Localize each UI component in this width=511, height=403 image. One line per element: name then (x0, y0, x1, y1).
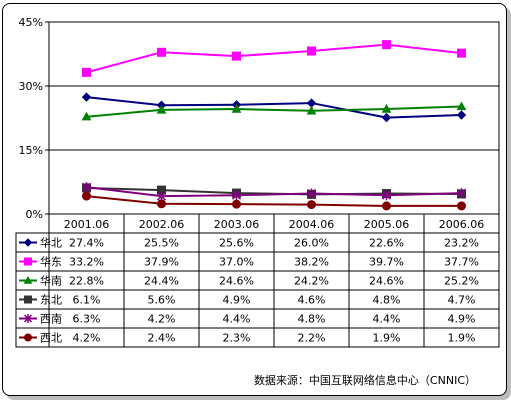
series-line (86, 186, 462, 198)
data-label: 4.7% (448, 294, 476, 307)
data-label: 23.2% (444, 237, 479, 250)
chart-frame: 0% 15% 30% 45% 2001.06 2002.06 2003.06 2004.06 2… (2, 3, 507, 396)
legend-key-marker (23, 238, 33, 247)
data-label: 2.4% (148, 332, 176, 345)
legend-key-marker (23, 275, 33, 284)
data-point (82, 67, 91, 77)
data-label: 24.6% (219, 275, 254, 288)
data-label: 25.2% (444, 275, 479, 288)
series-line (86, 195, 462, 207)
data-label: 2.2% (298, 332, 326, 345)
series-line (86, 43, 462, 74)
data-point (231, 104, 242, 113)
data-label: 4.9% (223, 294, 251, 307)
data-point (232, 51, 241, 61)
data-label: 6.1% (73, 294, 101, 307)
data-label: 4.2% (73, 332, 101, 345)
data-point (381, 190, 392, 201)
x-category-label: 2003.06 (214, 218, 260, 231)
y-tick-label: 15% (19, 144, 43, 157)
data-label: 6.3% (73, 313, 101, 326)
x-category-label: 2004.06 (289, 218, 335, 231)
source-note: 数据来源：中国互联网络信息中心（CNNIC） (253, 374, 476, 387)
data-label: 4.8% (298, 313, 326, 326)
data-label: 37.7% (444, 256, 479, 269)
legend-label: 华东 (40, 255, 62, 269)
data-label: 4.6% (298, 294, 326, 307)
data-point (306, 188, 317, 199)
data-point (457, 48, 466, 58)
data-point (81, 182, 92, 193)
data-label: 2.3% (223, 332, 251, 345)
data-point (232, 199, 241, 209)
legend-key-marker (23, 314, 33, 323)
x-category-label: 2005.06 (364, 218, 410, 231)
data-label: 1.9% (373, 332, 401, 345)
data-point (81, 111, 92, 121)
data-label: 1.9% (448, 332, 476, 345)
legend-key-marker (24, 257, 32, 266)
legend-label: 西南 (40, 313, 62, 326)
legend-label: 东北 (40, 294, 62, 307)
data-label: 4.4% (223, 313, 251, 326)
data-point (381, 104, 392, 113)
y-tick-label: 45% (19, 16, 43, 29)
data-label: 4.2% (148, 313, 176, 326)
data-label: 24.6% (369, 275, 404, 288)
legend-key-marker (24, 333, 32, 342)
legend-label: 华北 (40, 236, 62, 250)
legend-label: 华南 (40, 274, 62, 288)
data-point (307, 46, 316, 56)
data-point (231, 190, 242, 201)
data-point (381, 112, 392, 123)
data-label: 4.4% (373, 313, 401, 326)
series-line (86, 96, 462, 119)
data-label: 24.2% (294, 275, 329, 288)
data-point (382, 201, 391, 211)
data-label: 4.9% (448, 313, 476, 326)
series-line (86, 105, 462, 118)
data-point (456, 110, 467, 120)
data-label: 4.8% (373, 294, 401, 307)
data-label: 33.2% (69, 256, 104, 269)
data-label: 25.5% (144, 237, 179, 250)
data-point (157, 47, 166, 57)
data-point (81, 92, 92, 102)
line-chart: 0% 15% 30% 45% 2001.06 2002.06 2003.06 2004.06 2… (15, 16, 500, 348)
data-point (157, 199, 166, 209)
data-label: 24.4% (144, 275, 179, 288)
x-category-label: 2001.06 (64, 218, 110, 231)
data-label: 27.4% (69, 237, 104, 250)
plot-area (48, 21, 500, 215)
data-point (457, 201, 466, 211)
data-label: 22.8% (69, 275, 104, 288)
data-point (82, 191, 91, 201)
data-point (456, 101, 467, 111)
legend-label: 西北 (40, 332, 62, 345)
data-label: 25.6% (219, 237, 254, 250)
data-label: 39.7% (369, 256, 404, 269)
data-point (307, 200, 316, 210)
y-tick-label: 30% (19, 80, 43, 93)
data-label: 37.9% (144, 256, 179, 269)
data-point (382, 40, 391, 50)
legend-key-marker (24, 295, 32, 304)
data-label: 5.6% (148, 294, 176, 307)
y-tick-label: 0% (26, 208, 43, 221)
data-label: 37.0% (219, 256, 254, 269)
data-point (156, 104, 167, 114)
data-point (306, 105, 317, 115)
data-label: 22.6% (369, 237, 404, 250)
data-label: 26.0% (294, 237, 329, 250)
data-label: 38.2% (294, 256, 329, 269)
x-category-label: 2006.06 (439, 218, 485, 231)
data-point (456, 188, 467, 199)
x-category-label: 2002.06 (139, 218, 185, 231)
